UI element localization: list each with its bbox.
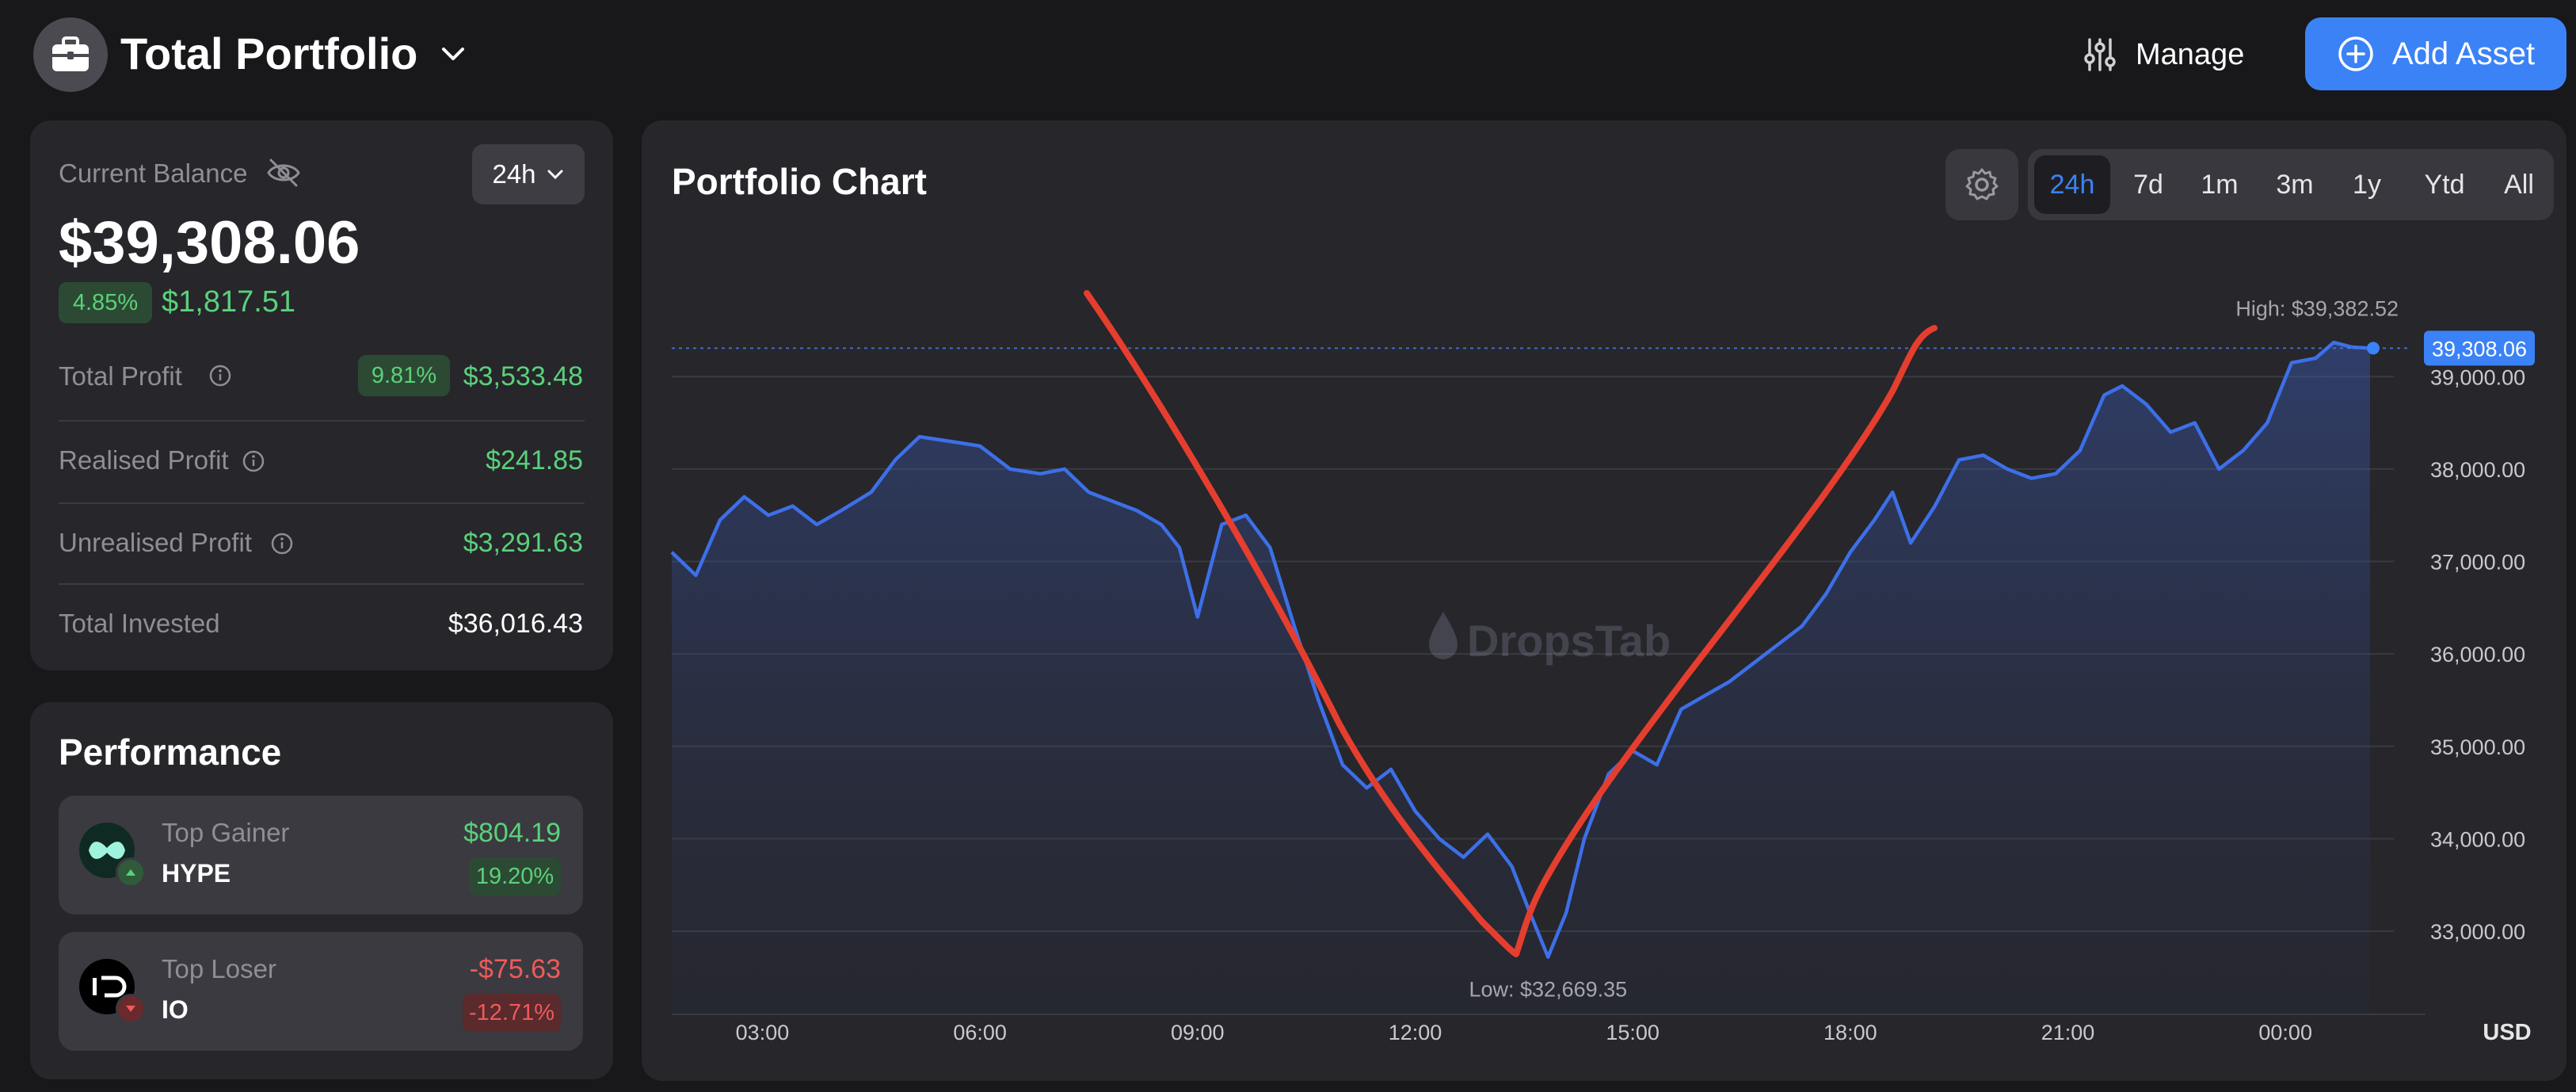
page-title: Total Portfolio: [120, 29, 418, 78]
portfolio-avatar: [33, 17, 108, 92]
current-value-badge: [2424, 330, 2535, 366]
manage-label: Manage: [2136, 37, 2245, 71]
top-gainer-amount: $804.19: [463, 818, 561, 848]
total-profit-label: Total Profit: [59, 361, 182, 391]
y-tick-label: 35,000.00: [2430, 735, 2525, 759]
balance-card: Current Balance 24h $39,308.06 4.85% $1,…: [30, 120, 613, 670]
realised-profit-label: Realised Profit: [59, 445, 229, 475]
top-loser-pct: -12.71%: [463, 994, 561, 1032]
add-asset-label: Add Asset: [2391, 36, 2536, 71]
up-arrow-icon: [116, 857, 146, 888]
chart-series-line: [670, 340, 2371, 959]
range-tab-ytd[interactable]: Ytd: [2424, 169, 2465, 200]
briefcase-icon: [52, 36, 89, 71]
performance-card: Performance Top Gainer HYPE $804.19 19.2…: [30, 702, 613, 1079]
balance-change-pct: 4.85%: [59, 282, 152, 323]
chart-settings-button[interactable]: [1945, 149, 2018, 220]
dropstab-watermark: DropsTab: [1429, 612, 1671, 666]
currency-label: USD: [2483, 1020, 2531, 1045]
x-tick-label: 00:00: [2258, 1021, 2312, 1044]
low-label: Low: $32,669.35: [1469, 978, 1627, 1002]
range-tab-1y[interactable]: 1y: [2353, 169, 2381, 200]
x-tick-label: 12:00: [1389, 1021, 1442, 1044]
current-balance-label: Current Balance: [59, 158, 248, 188]
range-tab-24h[interactable]: 24h: [2034, 155, 2110, 214]
x-tick-label: 06:00: [953, 1021, 1007, 1044]
high-label: High: $39,382.52: [2235, 297, 2399, 321]
range-selector: 24h 7d 1m 3m 1y Ytd All: [2028, 149, 2554, 220]
unrealised-profit-label: Unrealised Profit: [59, 528, 252, 557]
manage-button[interactable]: Manage: [2083, 27, 2244, 82]
unrealised-profit-value: $3,291.63: [463, 528, 583, 558]
top-gainer-pct: 19.20%: [469, 857, 561, 895]
y-tick-label: 33,000.00: [2430, 920, 2525, 944]
top-loser-symbol: IO: [162, 995, 189, 1024]
chart-title: Portfolio Chart: [672, 161, 927, 202]
annotation-v-stroke: [1084, 290, 1938, 957]
performance-title: Performance: [59, 731, 282, 773]
top-loser-amount: -$75.63: [469, 954, 561, 984]
x-tick-label: 03:00: [736, 1021, 790, 1044]
chevron-down-icon: [547, 170, 563, 180]
chevron-down-icon[interactable]: [437, 38, 469, 70]
info-icon[interactable]: [241, 449, 266, 474]
x-tick-label: 21:00: [2041, 1021, 2095, 1044]
total-profit-pct: 9.81%: [358, 355, 450, 396]
divider: [59, 420, 585, 422]
y-tick-label: 36,000.00: [2430, 643, 2525, 666]
realised-profit-value: $241.85: [486, 445, 583, 475]
info-icon[interactable]: [269, 531, 295, 556]
plus-circle-icon: [2338, 36, 2373, 71]
balance-period-select[interactable]: 24h: [472, 144, 585, 204]
total-invested-label: Total Invested: [59, 609, 220, 638]
sliders-icon: [2084, 38, 2116, 71]
top-gainer-row[interactable]: Top Gainer HYPE $804.19 19.20%: [59, 796, 583, 914]
watermark-text: DropsTab: [1467, 616, 1671, 666]
x-tick-label: 15:00: [1606, 1021, 1660, 1044]
y-tick-label: 39,000.00: [2430, 365, 2525, 389]
x-tick-label: 18:00: [1823, 1021, 1877, 1044]
top-gainer-symbol: HYPE: [162, 859, 231, 888]
range-tab-3m[interactable]: 3m: [2276, 169, 2314, 200]
x-tick-label: 09:00: [1171, 1021, 1225, 1044]
range-tab-7d[interactable]: 7d: [2133, 169, 2163, 200]
total-profit-value: $3,533.48: [463, 361, 583, 391]
add-asset-button[interactable]: Add Asset: [2305, 17, 2566, 90]
current-value-dot: [2367, 342, 2380, 355]
y-tick-label: 37,000.00: [2430, 551, 2525, 575]
top-loser-row[interactable]: Top Loser IO -$75.63 -12.71%: [59, 932, 583, 1051]
chart-area-fill: [672, 342, 2370, 1015]
total-invested-value: $36,016.43: [448, 609, 583, 639]
portfolio-line-chart[interactable]: DropsTab 03:00 06:00 09:00 12:00 15:00 18:00 2…: [642, 120, 2566, 1081]
y-tick-label: 38,000.00: [2430, 458, 2525, 482]
y-tick-label: 34,000.00: [2430, 827, 2525, 851]
divider: [59, 502, 585, 504]
range-tab-all[interactable]: All: [2504, 169, 2534, 200]
down-arrow-icon: [116, 994, 146, 1024]
balance-amount: $39,308.06: [59, 209, 360, 277]
gear-icon: [1965, 168, 1999, 200]
info-icon[interactable]: [208, 363, 233, 388]
eye-off-icon[interactable]: [266, 157, 301, 189]
top-gainer-label: Top Gainer: [162, 818, 290, 847]
current-value-badge-text: 39,308.06: [2432, 337, 2527, 361]
portfolio-chart-card: Portfolio Chart 24h 7d 1m 3m 1y Ytd All …: [642, 120, 2566, 1081]
top-loser-label: Top Loser: [162, 954, 276, 983]
balance-change-amount: $1,817.51: [162, 285, 296, 319]
divider: [59, 583, 585, 585]
range-tab-1m[interactable]: 1m: [2201, 169, 2239, 200]
